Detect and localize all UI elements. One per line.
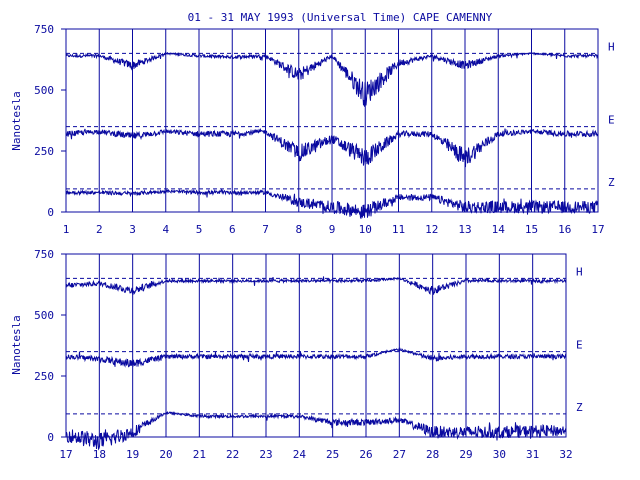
series-label-Z: Z — [608, 176, 615, 189]
x-tick-label: 17 — [591, 223, 604, 236]
series-line-H — [65, 276, 567, 295]
chart-title: 01 - 31 MAY 1993 (Universal Time) CAPE C… — [188, 11, 493, 24]
y-tick-label: 750 — [34, 248, 54, 261]
series-label-E: E — [576, 339, 583, 352]
x-tick-label: 3 — [129, 223, 136, 236]
x-tick-label: 32 — [559, 448, 572, 461]
y-axis-label-bottom: Nanotesla — [10, 315, 23, 375]
y-tick-label: 250 — [34, 145, 54, 158]
x-tick-label: 12 — [425, 223, 438, 236]
y-tick-label: 0 — [47, 431, 54, 444]
y-axis-label-top: Nanotesla — [10, 91, 23, 151]
x-tick-label: 9 — [329, 223, 336, 236]
x-tick-label: 19 — [126, 448, 139, 461]
x-tick-label: 21 — [193, 448, 206, 461]
x-tick-label: 6 — [229, 223, 236, 236]
x-tick-label: 18 — [93, 448, 106, 461]
x-tick-label: 7 — [262, 223, 269, 236]
x-tick-label: 30 — [493, 448, 506, 461]
x-tick-label: 13 — [458, 223, 471, 236]
series-line-Z — [65, 411, 567, 451]
series-label-H: H — [576, 265, 583, 278]
series-label-H: H — [608, 40, 615, 53]
series-line-E — [65, 127, 599, 168]
x-tick-label: 17 — [59, 448, 72, 461]
series-label-E: E — [608, 114, 615, 127]
x-tick-label: 5 — [196, 223, 203, 236]
x-tick-label: 22 — [226, 448, 239, 461]
y-tick-label: 0 — [47, 206, 54, 219]
x-tick-label: 15 — [525, 223, 538, 236]
x-tick-label: 28 — [426, 448, 439, 461]
y-tick-label: 500 — [34, 84, 54, 97]
x-tick-label: 27 — [393, 448, 406, 461]
series-label-Z: Z — [576, 401, 583, 414]
panel-bottom: 17 18 19 20 21 22 23 24 25 26 27 28 29 30 31 32 0 250 500 7… — [34, 248, 583, 461]
x-tick-label: 31 — [526, 448, 539, 461]
x-tick-label: 14 — [492, 223, 506, 236]
y-tick-label: 250 — [34, 370, 54, 383]
x-tick-label: 24 — [293, 448, 307, 461]
x-tick-label: 20 — [159, 448, 172, 461]
x-tick-label: 25 — [326, 448, 339, 461]
x-tick-label: 11 — [392, 223, 405, 236]
x-tick-label: 10 — [359, 223, 372, 236]
plot-frame — [65, 253, 567, 438]
series-line-E — [65, 347, 567, 368]
x-tick-label: 16 — [558, 223, 571, 236]
x-tick-label: 1 — [63, 223, 70, 236]
x-tick-label: 4 — [162, 223, 169, 236]
x-tick-label: 26 — [359, 448, 372, 461]
x-tick-label: 8 — [295, 223, 302, 236]
x-tick-label: 23 — [259, 448, 272, 461]
y-tick-label: 500 — [34, 309, 54, 322]
series-line-Z — [65, 188, 599, 220]
x-tick-label: 2 — [96, 223, 103, 236]
y-tick-label: 750 — [34, 23, 54, 36]
series-line-H — [65, 51, 599, 107]
x-tick-label: 29 — [459, 448, 472, 461]
